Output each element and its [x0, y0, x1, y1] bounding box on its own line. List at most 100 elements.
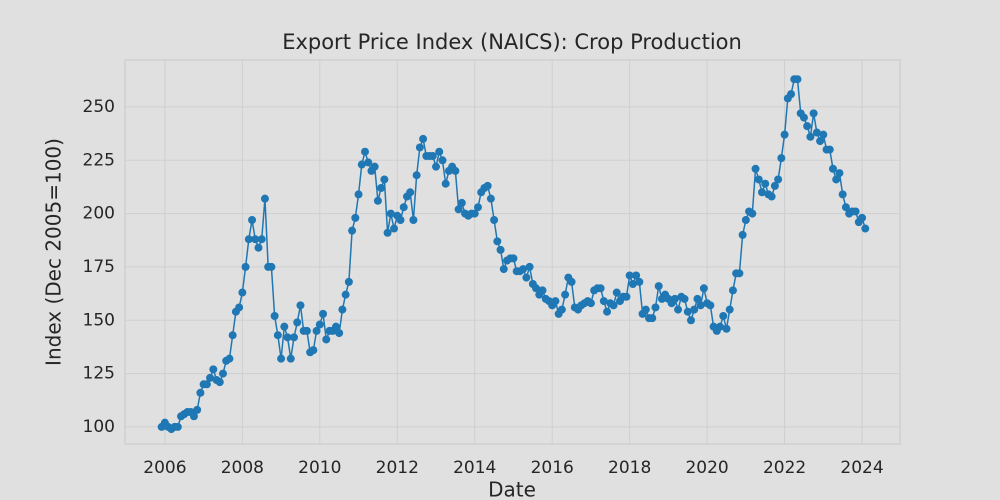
y-tick-label: 200 [83, 204, 115, 224]
x-tick-label: 2008 [221, 458, 264, 478]
data-point [806, 132, 815, 141]
data-point [557, 305, 566, 314]
data-point [751, 164, 760, 173]
data-point [741, 216, 750, 224]
data-point [209, 365, 218, 374]
x-tick-label: 2012 [376, 458, 419, 478]
data-point [357, 160, 366, 169]
x-tick-label: 2020 [685, 458, 728, 478]
data-point [628, 280, 637, 288]
data-point [499, 265, 508, 274]
data-point [838, 190, 847, 199]
data-point [457, 198, 466, 207]
data-point [206, 373, 215, 382]
plot-area [124, 59, 901, 445]
data-point [641, 305, 650, 314]
data-point [622, 292, 631, 301]
data-point [735, 269, 744, 278]
data-point [803, 122, 812, 131]
data-point [716, 322, 725, 331]
data-point [483, 181, 492, 190]
data-point [428, 152, 437, 160]
data-point [277, 354, 286, 363]
data-point [767, 192, 776, 201]
data-point [609, 301, 618, 310]
data-point [244, 235, 253, 244]
data-point [858, 213, 867, 222]
data-point [532, 284, 541, 293]
data-point [399, 203, 408, 212]
data-point [832, 175, 841, 184]
data-point [793, 75, 802, 84]
x-tick-label: 2024 [840, 458, 883, 478]
data-point [270, 312, 279, 320]
data-point [538, 286, 547, 295]
data-point [193, 405, 202, 414]
data-point [586, 299, 595, 308]
data-point [315, 320, 324, 329]
data-point [706, 301, 715, 310]
data-point [509, 254, 518, 263]
data-point [254, 243, 263, 252]
data-point [432, 162, 441, 171]
data-point [335, 329, 344, 338]
data-point [419, 134, 428, 143]
data-point [683, 307, 692, 316]
data-point [651, 303, 660, 312]
data-point [283, 333, 292, 342]
data-point [625, 271, 634, 280]
data-point [599, 297, 608, 306]
x-tick-label: 2022 [763, 458, 806, 478]
data-point [260, 194, 269, 203]
data-point [686, 316, 695, 325]
data-point [364, 158, 373, 167]
data-point [819, 130, 828, 139]
data-point [351, 213, 360, 222]
data-point [406, 188, 415, 197]
data-point [490, 216, 499, 224]
data-point [493, 237, 502, 246]
chart-title: Export Price Index (NAICS): Crop Product… [282, 30, 742, 54]
data-point [470, 209, 479, 218]
data-point [348, 226, 357, 235]
data-point [835, 169, 844, 178]
data-point [770, 181, 779, 190]
y-tick-label: 225 [83, 150, 115, 170]
data-point [722, 324, 731, 333]
data-point [215, 378, 224, 387]
data-point [828, 164, 837, 173]
data-point [386, 209, 395, 218]
y-tick-label: 125 [83, 364, 115, 384]
data-point [719, 312, 728, 320]
data-point [780, 130, 789, 139]
x-tick-label: 2010 [298, 458, 341, 478]
data-point [241, 262, 250, 271]
data-point [551, 297, 560, 306]
data-point [725, 305, 734, 314]
data-point [632, 271, 641, 280]
data-point [390, 224, 399, 233]
data-point [373, 196, 382, 205]
data-point [454, 205, 463, 214]
data-point [286, 354, 295, 363]
data-point [851, 207, 860, 216]
data-point [561, 290, 570, 299]
data-point [280, 322, 289, 331]
data-point [812, 128, 821, 137]
data-point [202, 380, 211, 389]
data-point [809, 109, 818, 118]
data-point [235, 303, 244, 312]
data-point [189, 412, 198, 421]
data-point [738, 230, 747, 239]
x-tick-label: 2014 [453, 458, 496, 478]
data-point [728, 286, 737, 295]
data-point [296, 301, 305, 310]
data-point [861, 224, 870, 233]
data-point [674, 305, 683, 314]
data-point [173, 422, 182, 431]
data-point [331, 322, 340, 331]
data-point [522, 273, 531, 282]
data-point [670, 294, 679, 303]
y-axis-label: Index (Dec 2005=100) [42, 138, 66, 366]
data-point [690, 305, 699, 314]
